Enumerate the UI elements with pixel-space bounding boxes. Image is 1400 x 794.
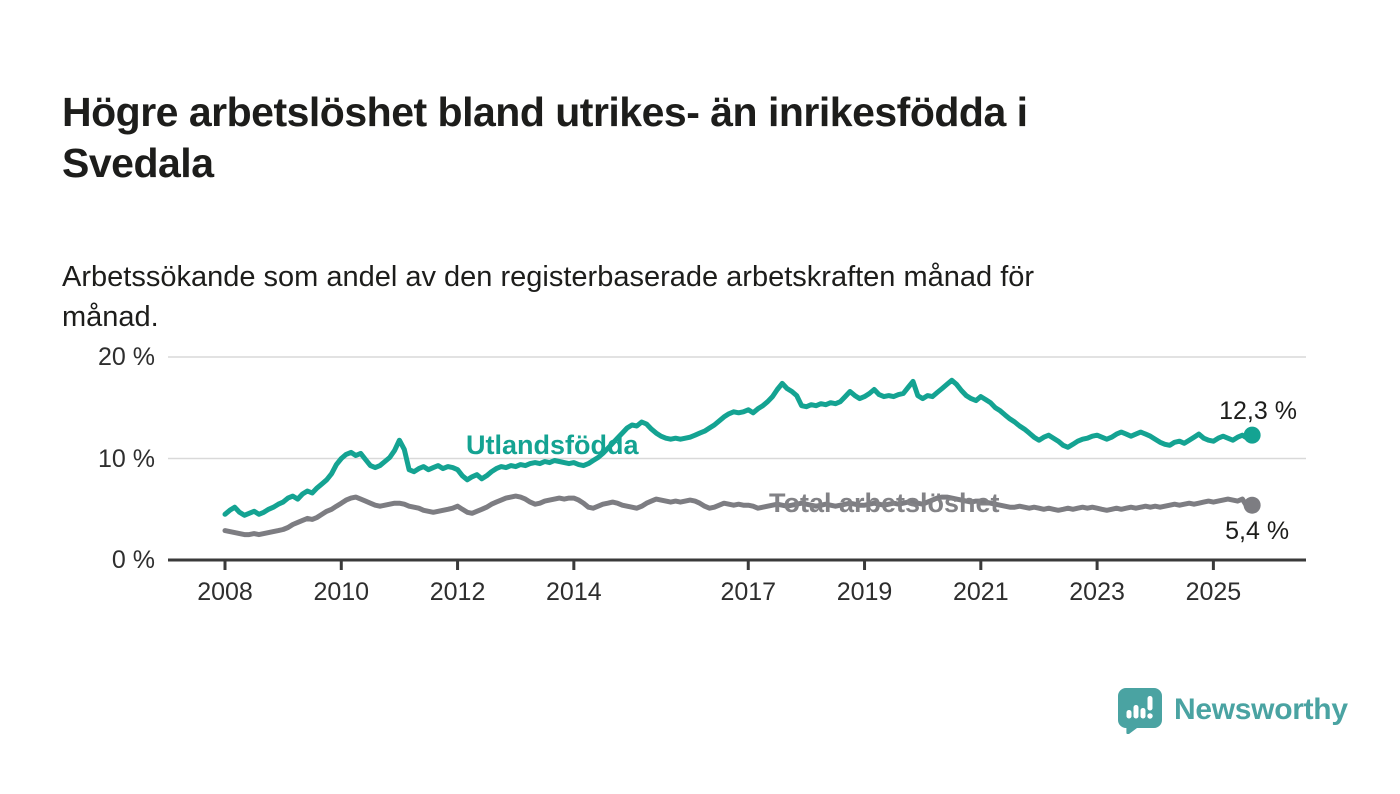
series-line-1 bbox=[222, 493, 1255, 538]
chart-subtitle-line-2: månad. bbox=[62, 301, 159, 333]
y-axis-tick-label: 10 % bbox=[98, 444, 155, 473]
y-axis-tick-label: 0 % bbox=[111, 546, 155, 574]
x-axis-tick-label: 2012 bbox=[429, 578, 486, 606]
bar-chart-speech-bubble-icon bbox=[1118, 688, 1162, 734]
page-title-line-2: Svedala bbox=[62, 140, 214, 187]
chart-subtitle: Arbetssökande som andel av den registerb… bbox=[62, 257, 1322, 337]
x-axis-tick-label: 2017 bbox=[720, 578, 777, 606]
x-axis-tick-label: 2021 bbox=[953, 578, 1009, 606]
page-title-line-1: Högre arbetslöshet bland utrikes- än inr… bbox=[62, 89, 1028, 136]
x-axis-tick-label: 2019 bbox=[836, 578, 893, 606]
x-axis-tick-label: 2010 bbox=[313, 578, 370, 606]
chart-subtitle-line-1: Arbetssökande som andel av den registerb… bbox=[62, 261, 1035, 293]
x-axis-tick-label: 2023 bbox=[1069, 578, 1125, 606]
page-title: Högre arbetslöshet bland utrikes- än inr… bbox=[62, 87, 1322, 189]
series-label-total-arbetsloshet: Total arbetslöshet bbox=[769, 488, 1000, 518]
value-label-utlandsfodda: 12,3 % bbox=[1219, 397, 1297, 426]
series-line-0 bbox=[222, 377, 1255, 518]
x-axis-tick-label: 2025 bbox=[1185, 578, 1242, 606]
x-axis-tick-label: 2008 bbox=[197, 578, 253, 606]
series-endpoint-dot-1 bbox=[1243, 496, 1261, 514]
series-label-utlandsfodda: Utlandsfödda bbox=[466, 430, 639, 460]
newsworthy-logo: Newsworthy bbox=[1116, 686, 1348, 734]
value-label-total-arbetsloshet: 5,4 % bbox=[1225, 517, 1290, 546]
y-axis-tick-label: 20 % bbox=[98, 343, 155, 371]
x-axis-tick-label: 2014 bbox=[546, 578, 602, 606]
series-endpoint-dot-0 bbox=[1243, 426, 1261, 444]
brand-name: Newsworthy bbox=[1174, 693, 1348, 726]
